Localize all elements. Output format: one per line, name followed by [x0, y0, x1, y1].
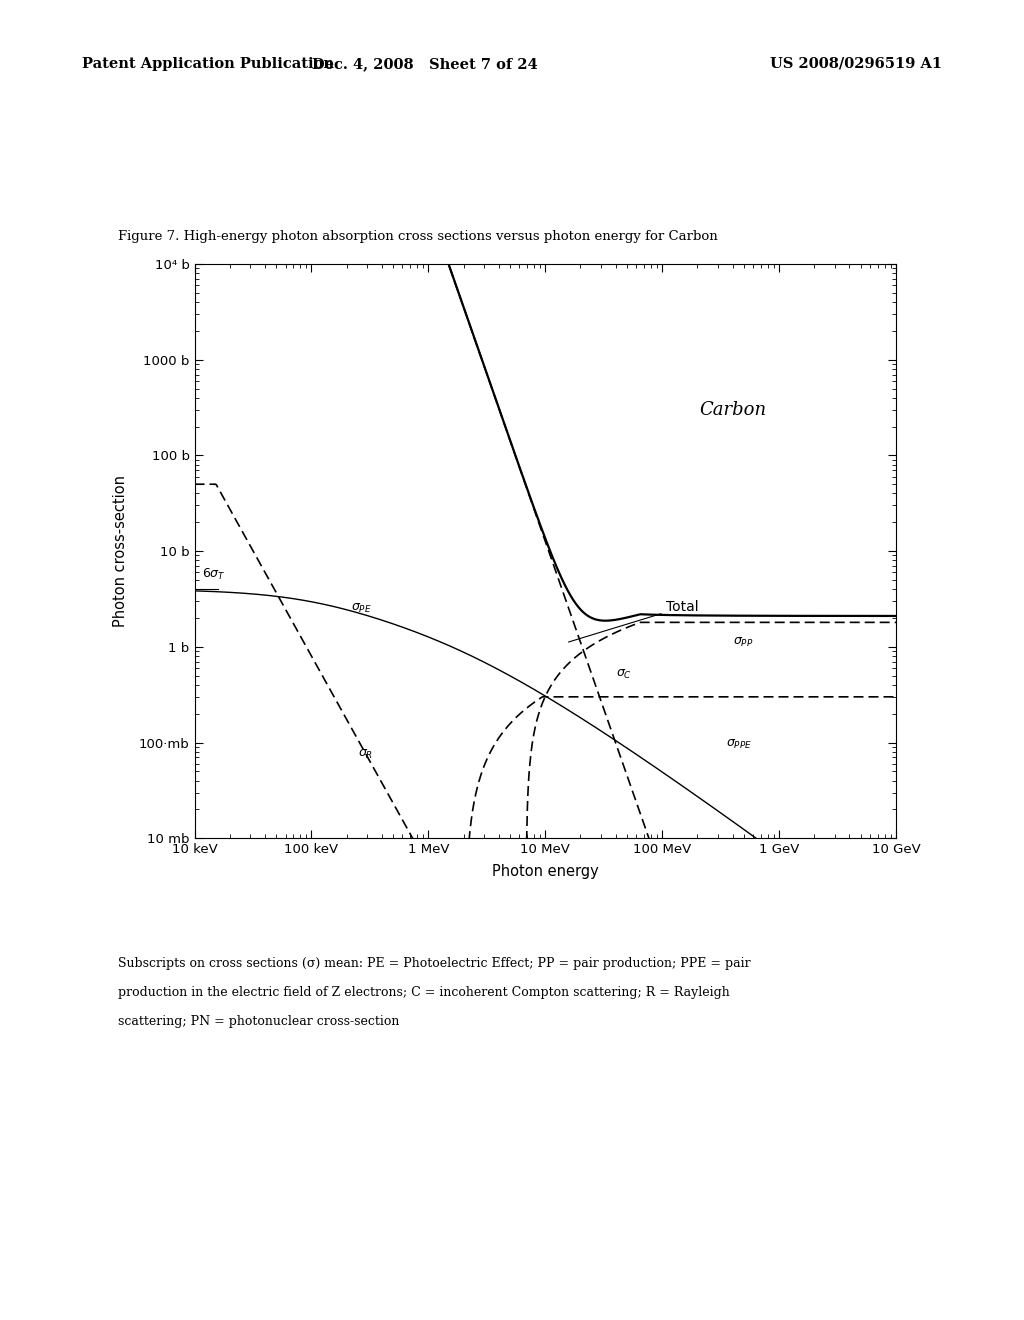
Text: $\sigma_{PP}$: $\sigma_{PP}$ [732, 636, 753, 649]
Text: $\sigma_{PE}$: $\sigma_{PE}$ [351, 602, 372, 615]
Text: scattering; PN = photonuclear cross-section: scattering; PN = photonuclear cross-sect… [118, 1015, 399, 1028]
Text: Patent Application Publication: Patent Application Publication [82, 57, 334, 71]
X-axis label: Photon energy: Photon energy [492, 865, 599, 879]
Text: $\sigma_{PPE}$: $\sigma_{PPE}$ [726, 738, 752, 751]
Text: Dec. 4, 2008   Sheet 7 of 24: Dec. 4, 2008 Sheet 7 of 24 [312, 57, 538, 71]
Text: $\sigma_C$: $\sigma_C$ [615, 668, 632, 681]
Text: production in the electric field of Z electrons; C = incoherent Compton scatteri: production in the electric field of Z el… [118, 986, 729, 999]
Text: Carbon: Carbon [699, 401, 766, 418]
Text: Subscripts on cross sections (σ) mean: PE = Photoelectric Effect; PP = pair prod: Subscripts on cross sections (σ) mean: P… [118, 957, 751, 970]
Y-axis label: Photon cross-section: Photon cross-section [113, 475, 128, 627]
Text: Figure 7. High-energy photon absorption cross sections versus photon energy for : Figure 7. High-energy photon absorption … [118, 230, 718, 243]
Text: US 2008/0296519 A1: US 2008/0296519 A1 [770, 57, 942, 71]
Text: Total: Total [568, 601, 699, 642]
Text: $6\sigma_T$: $6\sigma_T$ [202, 566, 225, 582]
Text: $\sigma_R$: $\sigma_R$ [358, 748, 373, 762]
